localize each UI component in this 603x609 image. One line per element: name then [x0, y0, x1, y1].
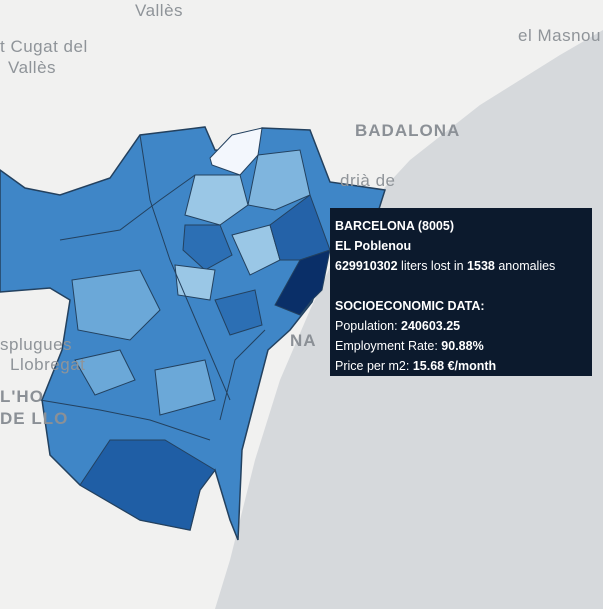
district	[214, 289, 263, 336]
district	[184, 174, 249, 226]
tooltip: BARCELONA (8005) EL Poblenou 629910302 l…	[330, 208, 592, 376]
district	[74, 349, 136, 396]
place-label: t Cugat del	[0, 37, 88, 56]
loss-text: liters lost in	[397, 259, 468, 273]
place-label: NA	[290, 331, 317, 350]
employment: 90.88%	[441, 339, 484, 353]
place-label: Llobregat	[10, 355, 85, 374]
section-title: SOCIOECONOMIC DATA:	[335, 299, 485, 313]
label: Employment Rate:	[335, 339, 442, 353]
district	[174, 264, 216, 301]
place-label: L'HO	[0, 387, 44, 406]
district	[247, 149, 311, 211]
loss-text: anomalies	[494, 259, 556, 273]
district	[71, 269, 161, 341]
loss-value: 629910302	[335, 259, 398, 273]
place-label: Vallès	[135, 1, 183, 20]
label: Price per m2:	[335, 359, 413, 373]
place-label: splugues	[0, 335, 72, 354]
place-label: el Masnou	[518, 26, 601, 45]
price: 15.68 €/month	[412, 359, 497, 373]
place-label: Vallès	[8, 58, 56, 77]
district-name: EL Poblenou	[335, 239, 412, 253]
district	[182, 224, 233, 271]
population: 240603.25	[401, 319, 461, 333]
tooltip-title: BARCELONA (8005)	[335, 219, 455, 233]
district	[39, 134, 266, 441]
anomaly-count: 1538	[467, 259, 495, 273]
district	[79, 439, 216, 531]
label: Population:	[335, 319, 402, 333]
place-label: DE LLO	[0, 409, 68, 428]
district	[154, 359, 216, 416]
place-label: BADALONA	[355, 121, 460, 140]
place-label: drià de	[340, 171, 395, 190]
